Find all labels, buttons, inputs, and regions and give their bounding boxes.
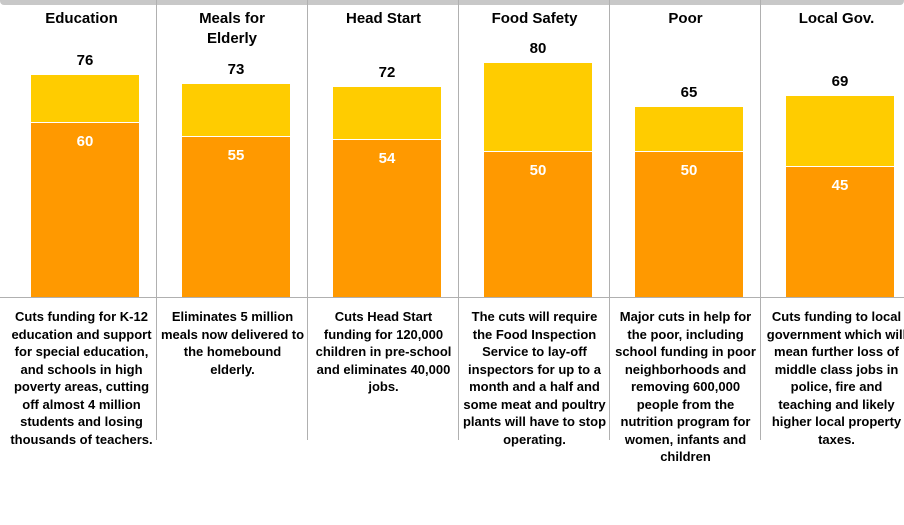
category-label: Local Gov.: [798, 10, 875, 27]
description: Cuts Head Start funding for 120,000 chil…: [315, 309, 452, 394]
column: [6, 0, 157, 440]
column: [308, 0, 459, 440]
value-label: 45: [831, 176, 849, 194]
value-label: 50: [529, 162, 547, 179]
description: Eliminates 5 million meals now delivered…: [160, 309, 305, 377]
top-strip: [0, 0, 904, 5]
category-label: Education: [45, 10, 118, 27]
total-label: 65: [680, 84, 698, 102]
bar: [484, 151, 592, 297]
column: [157, 0, 308, 440]
description: Cuts funding to local government which w…: [766, 309, 904, 447]
bar: [333, 139, 441, 297]
category-label: Poor: [668, 10, 703, 27]
value-label: 55: [227, 147, 245, 165]
bar: [182, 136, 290, 297]
description: Major cuts in help for the poor, includi…: [615, 309, 756, 464]
bar: [635, 151, 743, 297]
column: [459, 0, 610, 440]
value-label: 50: [680, 162, 698, 179]
category-label: Meals for Elderly: [199, 10, 265, 47]
bar: [786, 165, 894, 297]
bar: [31, 121, 139, 297]
total-label: 72: [378, 63, 396, 81]
description: Cuts funding for K-12 education and supp…: [10, 309, 153, 447]
category-label: Food Safety: [491, 10, 578, 27]
column: [610, 0, 761, 440]
value-label: 60: [76, 132, 94, 150]
total-label: 80: [529, 40, 547, 58]
category-label: Head Start: [345, 10, 422, 27]
description: The cuts will require the Food Inspectio…: [462, 309, 607, 447]
divider: [0, 297, 904, 298]
total-label: 73: [227, 60, 245, 78]
total-label: 76: [76, 52, 94, 70]
total-label: 69: [831, 72, 849, 90]
value-label: 54: [378, 150, 396, 168]
